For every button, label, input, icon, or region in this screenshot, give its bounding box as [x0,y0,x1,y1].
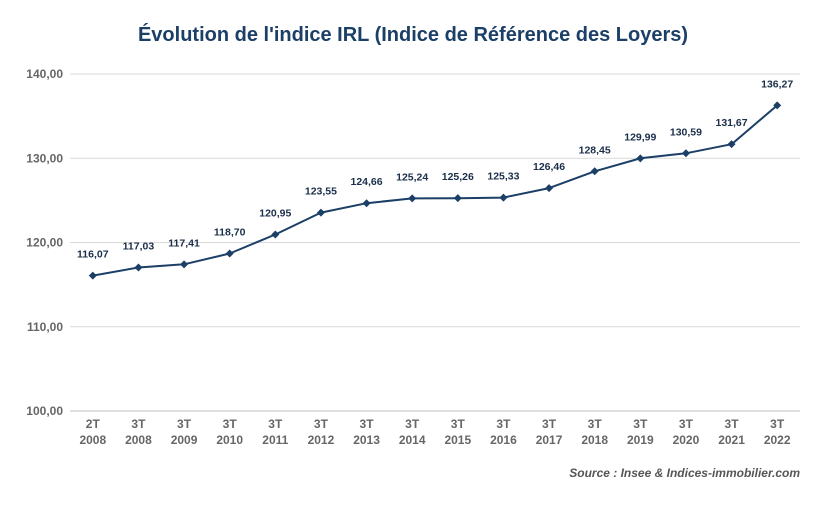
chart-title: Évolution de l'indice IRL (Indice de Réf… [137,24,689,46]
data-label: 120,95 [259,207,291,219]
x-tick-label-quarter: 3T [542,417,557,431]
data-point-marker [499,193,508,202]
y-tick-label: 130,00 [26,151,63,165]
data-label: 117,41 [168,237,200,249]
x-tick-label-year: 2010 [216,433,243,447]
x-tick-label-quarter: 3T [177,417,192,431]
y-tick-label: 110,00 [27,320,63,334]
source-note: Source : Insee & Indices-immobilier.com [569,466,800,480]
data-point-marker [590,167,599,176]
x-tick-label-quarter: 3T [451,417,466,431]
x-tick-label-quarter: 3T [268,417,283,431]
x-tick-label-year: 2019 [627,433,654,447]
x-tick-label-quarter: 3T [360,417,375,431]
x-tick-label-year: 2011 [262,433,288,447]
x-tick-label-quarter: 3T [633,417,648,431]
data-label: 124,66 [351,176,383,188]
data-point-marker [271,230,280,239]
data-label: 126,46 [533,161,565,173]
data-label: 131,67 [716,117,748,129]
y-tick-label: 140,00 [26,67,63,81]
data-point-marker [134,263,143,272]
data-point-marker [408,194,417,203]
x-tick-label-quarter: 3T [314,417,329,431]
x-tick-label-year: 2008 [125,433,152,447]
data-point-marker [180,260,189,269]
data-point-marker [316,208,325,217]
x-tick-label-year: 2020 [673,433,700,447]
x-tick-label-year: 2021 [718,433,745,447]
x-tick-label-quarter: 3T [405,417,420,431]
data-label: 125,33 [487,171,519,183]
data-point-marker [636,154,645,163]
data-point-marker [225,249,234,258]
data-label: 136,27 [761,78,793,90]
series-line [92,104,778,277]
data-point-marker [773,101,782,110]
x-tick-label-quarter: 3T [725,417,740,431]
y-tick-label: 120,00 [26,236,63,250]
data-label: 125,26 [442,171,474,183]
data-label: 130,59 [670,126,702,138]
data-point-marker [681,149,690,158]
x-tick-label-year: 2013 [353,433,380,447]
data-label: 123,55 [305,186,337,198]
x-tick-label-year: 2008 [79,433,106,447]
x-tick-label-quarter: 3T [131,417,146,431]
data-point-marker [362,199,371,208]
x-tick-label-quarter: 3T [679,417,694,431]
x-tick-label-year: 2022 [764,433,791,447]
data-label: 117,03 [123,241,155,253]
data-point-marker [727,140,736,149]
data-label: 125,24 [396,171,428,183]
x-tick-label-year: 2012 [308,433,335,447]
data-label: 116,07 [77,249,109,261]
x-tick-label-quarter: 3T [496,417,511,431]
x-tick-label-quarter: 3T [588,417,603,431]
x-tick-label-year: 2017 [536,433,563,447]
x-tick-label-year: 2009 [171,433,198,447]
x-tick-label-quarter: 2T [86,417,101,431]
x-tick-label-year: 2018 [581,433,608,447]
data-label: 118,70 [214,226,246,238]
data-point-marker [545,184,554,193]
data-point-marker [453,194,462,203]
y-tick-label: 100,00 [26,404,63,418]
data-label: 128,45 [579,144,611,156]
x-tick-label-year: 2014 [399,433,426,447]
data-label: 129,99 [624,131,656,143]
x-tick-label-year: 2016 [490,433,517,447]
x-tick-label-quarter: 3T [770,417,785,431]
x-tick-label-quarter: 3T [223,417,238,431]
x-tick-label-year: 2015 [444,433,471,447]
data-point-marker [88,271,97,280]
